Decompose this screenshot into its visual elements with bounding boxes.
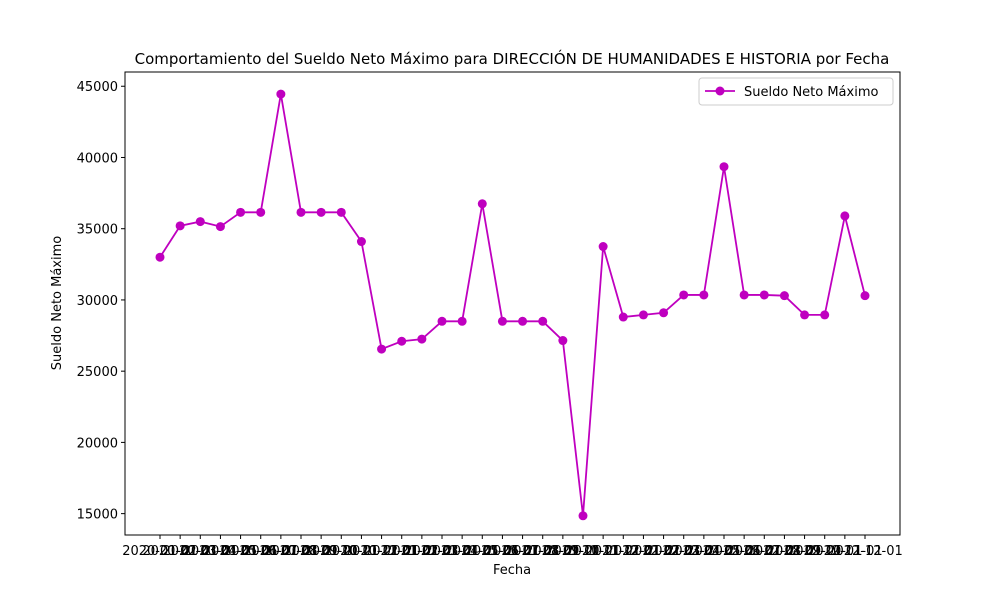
x-tick-label: 2021-01-01 — [364, 544, 440, 559]
data-point — [820, 310, 830, 320]
x-tick-label: 2021-06-01 — [465, 544, 541, 559]
x-tick-label: 2022-05-01 — [686, 544, 762, 559]
x-tick-label: 2021-07-01 — [485, 544, 561, 559]
chart-title: Comportamiento del Sueldo Neto Máximo pa… — [135, 49, 890, 68]
y-tick-label: 20000 — [77, 436, 118, 451]
x-tick-label: 2020-06-01 — [223, 544, 299, 559]
x-tick-label: 2020-08-01 — [263, 544, 339, 559]
x-tick-label: 2020-01-01 — [122, 544, 198, 559]
x-tick-label: 2020-04-01 — [183, 544, 259, 559]
data-point — [195, 217, 205, 227]
y-tick-label: 40000 — [77, 151, 118, 166]
data-point — [377, 344, 387, 354]
x-tick-label: 2021-09-01 — [525, 544, 601, 559]
x-tick-label: 2020-10-01 — [304, 544, 380, 559]
data-point — [236, 207, 246, 217]
x-tick-label: 2022-03-01 — [646, 544, 722, 559]
y-tick-label: 45000 — [77, 80, 118, 95]
x-tick-label: 2021-10-01 — [545, 544, 621, 559]
data-point — [840, 211, 850, 221]
x-tick-label: 2022-10-01 — [787, 544, 863, 559]
data-point — [175, 221, 185, 231]
data-point — [739, 290, 749, 300]
data-point — [316, 207, 326, 217]
data-point — [296, 207, 306, 217]
x-tick-label: 2020-12-01 — [344, 544, 420, 559]
series-line — [159, 93, 866, 516]
data-point — [457, 316, 467, 326]
x-tick-label: 2022-06-01 — [706, 544, 782, 559]
data-point — [477, 199, 487, 209]
data-point — [497, 316, 507, 326]
x-tick-label: 2020-07-01 — [243, 544, 319, 559]
x-tick-label: 2021-12-01 — [586, 544, 662, 559]
x-tick-label: 2020-03-01 — [163, 544, 239, 559]
x-tick-label: 2022-04-01 — [666, 544, 742, 559]
data-point — [538, 316, 548, 326]
x-tick-label: 2022-12-01 — [827, 544, 903, 559]
x-tick-label: 2022-11-01 — [807, 544, 883, 559]
data-point — [215, 222, 225, 232]
x-tick-label: 2021-11-01 — [565, 544, 641, 559]
x-axis-label: Fecha — [493, 563, 531, 578]
legend-label: Sueldo Neto Máximo — [744, 85, 878, 100]
x-tick-label: 2020-02-01 — [142, 544, 218, 559]
data-point — [356, 237, 366, 247]
data-point — [800, 310, 810, 320]
x-tick-label: 2021-04-01 — [424, 544, 500, 559]
y-axis: 15000 20000 25000 30000 35000 40000 45000 — [77, 80, 125, 523]
y-axis-label: Sueldo Neto Máximo — [50, 236, 65, 370]
legend: Sueldo Neto Máximo — [698, 77, 894, 106]
y-tick-label: 30000 — [77, 294, 118, 309]
y-tick-label: 15000 — [77, 508, 118, 523]
data-point — [759, 290, 769, 300]
x-tick-label: 2020-05-01 — [203, 544, 279, 559]
data-point — [598, 242, 608, 252]
data-point — [679, 290, 689, 300]
data-point — [860, 291, 870, 301]
plot-frame — [124, 71, 901, 536]
data-point — [155, 252, 165, 262]
data-point — [699, 290, 709, 300]
data-point — [558, 336, 568, 346]
data-point — [417, 334, 427, 344]
data-point — [437, 316, 447, 326]
data-point — [618, 312, 628, 322]
x-tick-label: 2020-11-01 — [324, 544, 400, 559]
data-point — [578, 511, 588, 521]
data-point — [779, 291, 789, 301]
y-tick-label: 35000 — [77, 223, 118, 238]
x-tick-label: 2022-01-01 — [606, 544, 682, 559]
x-tick-label: 2022-09-01 — [767, 544, 843, 559]
data-point — [276, 89, 286, 99]
legend-box — [698, 77, 894, 106]
x-tick-label: 2021-08-01 — [505, 544, 581, 559]
x-tick-label: 2021-02-01 — [384, 544, 460, 559]
y-tick-label: 25000 — [77, 365, 118, 380]
data-point — [518, 316, 528, 326]
legend-marker-swatch — [715, 86, 725, 96]
data-point — [336, 207, 346, 217]
x-tick-label: 2021-05-01 — [445, 544, 521, 559]
data-point — [256, 207, 266, 217]
data-point — [719, 162, 729, 172]
data-point — [638, 310, 648, 320]
data-point — [397, 336, 407, 346]
x-tick-label: 2022-08-01 — [747, 544, 823, 559]
x-tick-label: 2020-09-01 — [283, 544, 359, 559]
x-tick-label: 2021-03-01 — [404, 544, 480, 559]
x-axis: 2020-01-012020-02-012020-03-012020-04-01… — [122, 535, 903, 559]
series-layer — [155, 89, 870, 521]
x-tick-label: 2022-07-01 — [727, 544, 803, 559]
x-tick-label: 2022-02-01 — [626, 544, 702, 559]
data-point — [659, 308, 669, 318]
